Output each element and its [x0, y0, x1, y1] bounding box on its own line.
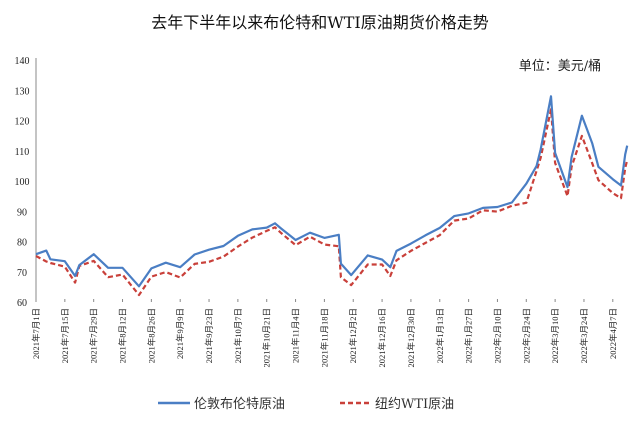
x-tick-label: 2021年9月9日 [175, 308, 185, 359]
x-tick-label: 2022年4月7日 [608, 308, 618, 359]
y-tick-label: 130 [15, 86, 30, 97]
y-tick-label: 100 [15, 177, 30, 188]
x-tick-label: 2021年8月12日 [118, 308, 128, 363]
y-ticks: 60 70 80 90 100 110 120 130 140 [15, 56, 30, 309]
y-tick-label: 90 [17, 207, 27, 218]
legend-label-brent: 伦敦布伦特原油 [194, 396, 285, 412]
series-line-wti [35, 108, 629, 297]
y-tick-label: 70 [17, 268, 27, 279]
x-tick-label: 2022年2月24日 [521, 308, 531, 363]
x-tick-label: 2022年2月10日 [492, 308, 502, 363]
x-tick-label: 2021年11月18日 [319, 308, 329, 367]
x-tick-label: 2022年3月10日 [550, 308, 560, 363]
y-tick-label: 120 [15, 117, 30, 128]
x-tick-label: 2022年3月24日 [579, 308, 589, 363]
series-group [35, 95, 629, 297]
y-tick-label: 140 [15, 56, 30, 67]
unit-label: 单位：美元/桶 [519, 59, 601, 74]
x-tick-label: 2021年9月23日 [204, 308, 214, 363]
x-ticks: 2021年7月1日 2021年7月15日 2021年7月29日 2021年8月12日 2… [31, 299, 618, 368]
x-tick-label: 2021年7月1日 [31, 308, 41, 359]
x-tick-label: 2021年7月29日 [89, 308, 99, 363]
y-tick-label: 60 [17, 298, 27, 309]
x-tick-label: 2021年10月21日 [262, 308, 272, 368]
x-tick-label: 2021年8月26日 [146, 308, 156, 363]
series-line-brent [35, 95, 629, 288]
y-tick-label: 80 [17, 238, 27, 249]
x-tick-label: 2021年11月4日 [291, 308, 301, 363]
x-tick-label: 2021年7月15日 [60, 308, 70, 363]
x-tick-label: 2021年12月2日 [348, 308, 358, 363]
x-tick-label: 2022年1月13日 [435, 308, 445, 363]
chart-title: 去年下半年以来布伦特和WTI原油期货价格走势 [151, 13, 488, 32]
legend: 伦敦布伦特原油 纽约WTI原油 [158, 396, 454, 412]
legend-label-wti: 纽约WTI原油 [375, 397, 454, 412]
x-tick-label: 2021年10月7日 [233, 308, 243, 363]
x-tick-label: 2022年1月27日 [464, 308, 474, 363]
y-tick-label: 110 [15, 147, 30, 158]
x-tick-label: 2021年12月16日 [377, 308, 387, 368]
x-tick-label: 2021年12月30日 [406, 308, 416, 368]
